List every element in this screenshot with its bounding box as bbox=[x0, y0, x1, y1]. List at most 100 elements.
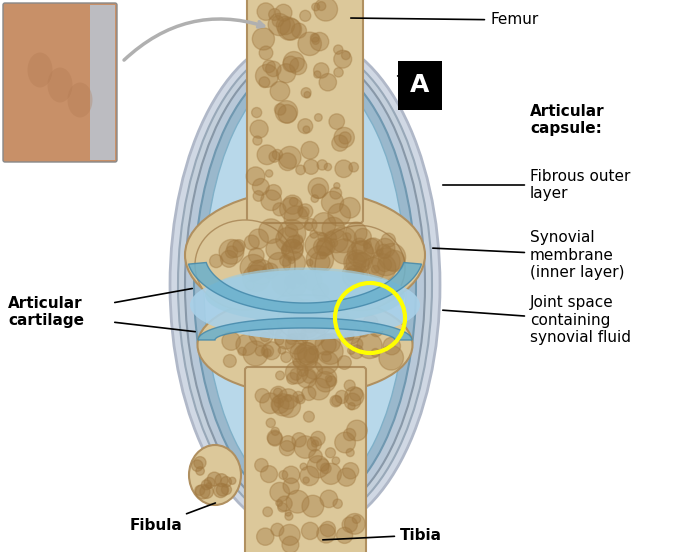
Circle shape bbox=[262, 342, 281, 360]
Circle shape bbox=[262, 263, 278, 279]
Circle shape bbox=[304, 348, 318, 363]
Circle shape bbox=[300, 10, 311, 22]
Circle shape bbox=[302, 495, 323, 517]
Circle shape bbox=[309, 347, 317, 355]
Circle shape bbox=[354, 253, 372, 271]
Circle shape bbox=[337, 355, 351, 369]
Circle shape bbox=[278, 18, 300, 40]
Circle shape bbox=[223, 354, 237, 367]
Circle shape bbox=[321, 191, 344, 214]
Circle shape bbox=[377, 258, 391, 272]
Circle shape bbox=[346, 449, 354, 457]
Circle shape bbox=[246, 167, 265, 185]
Circle shape bbox=[358, 326, 369, 337]
Circle shape bbox=[316, 367, 337, 388]
Circle shape bbox=[276, 227, 300, 251]
Circle shape bbox=[222, 332, 240, 351]
Circle shape bbox=[279, 471, 288, 479]
Circle shape bbox=[297, 333, 308, 344]
Circle shape bbox=[274, 104, 286, 115]
Circle shape bbox=[272, 271, 295, 295]
Circle shape bbox=[281, 245, 290, 254]
Ellipse shape bbox=[178, 43, 432, 527]
Circle shape bbox=[354, 229, 371, 246]
Ellipse shape bbox=[277, 300, 332, 340]
Circle shape bbox=[308, 178, 328, 198]
Ellipse shape bbox=[185, 50, 425, 520]
Circle shape bbox=[384, 250, 405, 272]
Circle shape bbox=[346, 266, 363, 283]
Circle shape bbox=[262, 60, 275, 73]
Circle shape bbox=[310, 230, 318, 238]
Circle shape bbox=[195, 485, 210, 499]
Circle shape bbox=[249, 259, 274, 284]
Circle shape bbox=[324, 163, 332, 171]
Circle shape bbox=[272, 150, 283, 160]
Circle shape bbox=[304, 219, 317, 231]
Circle shape bbox=[342, 463, 358, 479]
Circle shape bbox=[344, 380, 355, 391]
Ellipse shape bbox=[170, 35, 440, 535]
Circle shape bbox=[305, 315, 320, 330]
Circle shape bbox=[252, 28, 274, 50]
Circle shape bbox=[284, 51, 304, 72]
Circle shape bbox=[276, 63, 295, 83]
Circle shape bbox=[315, 334, 336, 355]
Circle shape bbox=[274, 336, 284, 345]
Circle shape bbox=[337, 317, 356, 336]
Circle shape bbox=[364, 238, 379, 254]
Circle shape bbox=[328, 204, 351, 226]
Circle shape bbox=[338, 321, 361, 344]
Circle shape bbox=[282, 297, 307, 322]
Circle shape bbox=[291, 309, 306, 323]
Circle shape bbox=[253, 190, 264, 201]
Circle shape bbox=[263, 507, 272, 517]
Circle shape bbox=[256, 65, 279, 87]
Circle shape bbox=[225, 246, 238, 258]
Circle shape bbox=[303, 126, 310, 133]
Circle shape bbox=[216, 484, 229, 496]
Circle shape bbox=[307, 259, 313, 266]
Circle shape bbox=[270, 482, 290, 502]
Circle shape bbox=[371, 348, 380, 357]
Circle shape bbox=[283, 239, 303, 259]
Circle shape bbox=[330, 395, 342, 407]
Circle shape bbox=[271, 523, 284, 536]
Circle shape bbox=[317, 338, 343, 364]
Circle shape bbox=[317, 524, 335, 543]
Ellipse shape bbox=[204, 69, 406, 501]
Circle shape bbox=[229, 477, 236, 484]
Circle shape bbox=[300, 314, 318, 333]
Circle shape bbox=[299, 207, 309, 217]
Circle shape bbox=[285, 510, 291, 516]
Circle shape bbox=[314, 63, 329, 78]
Circle shape bbox=[270, 386, 287, 404]
Circle shape bbox=[302, 311, 318, 327]
Circle shape bbox=[343, 233, 351, 241]
Circle shape bbox=[302, 386, 316, 400]
Circle shape bbox=[315, 371, 336, 392]
Ellipse shape bbox=[48, 67, 73, 103]
Circle shape bbox=[259, 46, 273, 60]
Circle shape bbox=[278, 503, 287, 512]
Circle shape bbox=[272, 15, 284, 27]
Circle shape bbox=[268, 252, 290, 275]
Circle shape bbox=[261, 190, 281, 210]
Circle shape bbox=[300, 463, 307, 470]
Circle shape bbox=[296, 165, 305, 174]
Text: Joint space
containing
synovial fluid: Joint space containing synovial fluid bbox=[443, 295, 631, 345]
Circle shape bbox=[327, 307, 349, 330]
Circle shape bbox=[316, 239, 333, 256]
Circle shape bbox=[220, 251, 237, 267]
Circle shape bbox=[330, 227, 356, 253]
Circle shape bbox=[283, 252, 305, 274]
Circle shape bbox=[290, 343, 307, 360]
Circle shape bbox=[312, 184, 326, 199]
Circle shape bbox=[305, 232, 332, 259]
Circle shape bbox=[301, 322, 326, 347]
Circle shape bbox=[319, 73, 337, 91]
Circle shape bbox=[296, 314, 320, 338]
Circle shape bbox=[351, 268, 363, 280]
Circle shape bbox=[298, 119, 313, 134]
Circle shape bbox=[344, 250, 370, 275]
